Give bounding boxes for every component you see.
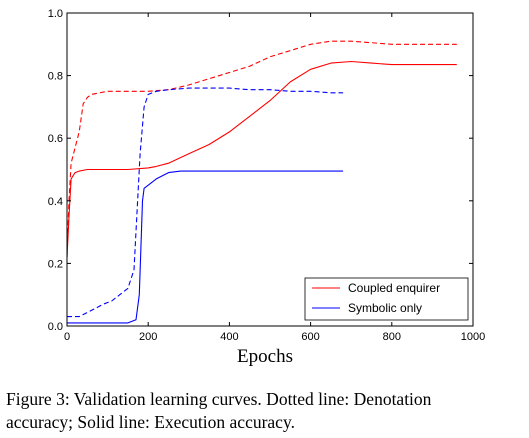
caption-line-1: Figure 3: Validation learning curves. Do… bbox=[6, 389, 432, 409]
figure-caption: Figure 3: Validation learning curves. Do… bbox=[6, 388, 526, 434]
y-tick-label: 0.4 bbox=[48, 196, 63, 208]
series-line-coupled-enquirer-denotation bbox=[66, 40, 457, 258]
plot-frame bbox=[66, 12, 474, 327]
x-tick-label: 1000 bbox=[461, 331, 485, 343]
x-tick-label: 800 bbox=[383, 331, 401, 343]
legend-label-symbolic: Symbolic only bbox=[348, 301, 422, 315]
learning-curves-chart: 0 200 400 600 800 1000 0.0 0.2 0.4 0.6 0.8 1.0 Epoc… bbox=[48, 8, 486, 367]
ticks-layer: 0 200 400 600 800 1000 0.0 0.2 0.4 0.6 0.8 1.0 bbox=[48, 8, 486, 343]
y-tick-label: 0.8 bbox=[48, 71, 63, 83]
series-layer bbox=[66, 40, 457, 324]
x-tick-label: 400 bbox=[220, 331, 238, 343]
legend-label-coupled: Coupled enquirer bbox=[348, 281, 440, 295]
y-tick-label: 0.6 bbox=[48, 133, 63, 145]
series-line-coupled-enquirer-execution bbox=[66, 60, 457, 258]
series-line-symbolic-only-execution bbox=[67, 170, 344, 324]
legend: Coupled enquirer Symbolic only bbox=[304, 277, 469, 321]
x-tick-label: 600 bbox=[301, 331, 319, 343]
y-tick-label: 1.0 bbox=[48, 8, 63, 20]
series-line-symbolic-only-denotation bbox=[67, 87, 344, 318]
legend-box bbox=[304, 277, 469, 321]
x-tick-label: 0 bbox=[64, 331, 70, 343]
x-axis-label: Epochs bbox=[237, 346, 293, 367]
y-tick-label: 0.0 bbox=[48, 321, 63, 333]
y-tick-label: 0.2 bbox=[48, 258, 63, 270]
x-tick-label: 200 bbox=[139, 331, 157, 343]
caption-line-2: accuracy; Solid line: Execution accuracy… bbox=[6, 412, 295, 432]
